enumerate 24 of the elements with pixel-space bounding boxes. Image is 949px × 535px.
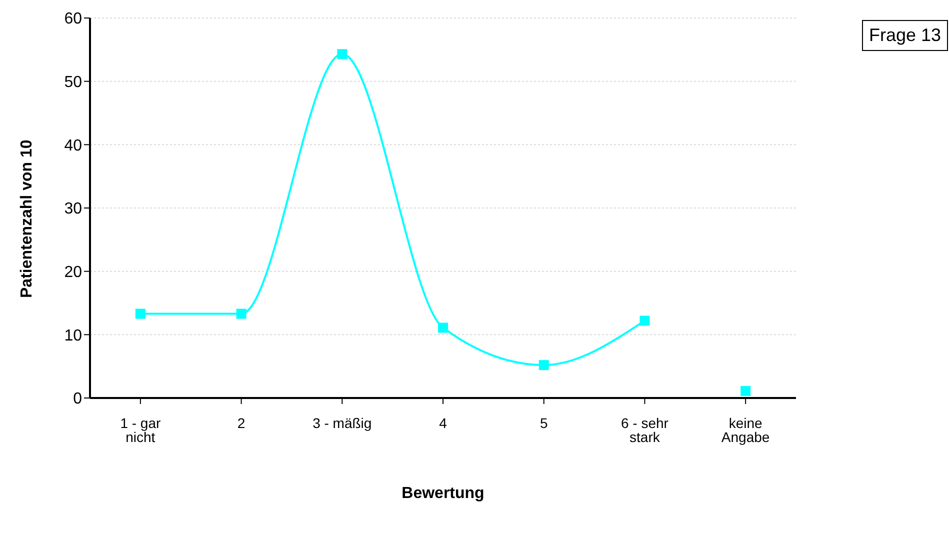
point [337, 49, 348, 60]
point [640, 316, 650, 326]
point [236, 308, 246, 319]
y-tick-label: 40 [64, 137, 82, 154]
y-tick-label: 0 [73, 390, 82, 408]
y-axis-title: Patientenzahl von 10 [18, 140, 36, 298]
x-tick-label: 1 - gar nicht [120, 414, 161, 445]
x-tick-label: 3 - mäßig [312, 414, 372, 431]
y-tick-label: 30 [64, 200, 82, 218]
point [135, 308, 146, 319]
x-tick-label: keine Angabe [721, 414, 770, 445]
y-tick-label: 10 [64, 327, 82, 344]
x-tick-label: 4 [439, 414, 448, 431]
y-tick-label: 20 [64, 264, 82, 282]
point [438, 322, 448, 333]
point [740, 386, 751, 396]
y-tick-label: 60 [64, 10, 82, 28]
x-tick-label: 2 [237, 414, 246, 431]
x-tick-label: 6 - sehr stark [620, 414, 669, 445]
text: Frage 13 [862, 20, 948, 51]
y-tick-label: 50 [64, 74, 82, 92]
x-tick-label: 5 [540, 414, 548, 431]
x-axis-title: Bewertung [402, 485, 484, 502]
point [538, 360, 549, 370]
